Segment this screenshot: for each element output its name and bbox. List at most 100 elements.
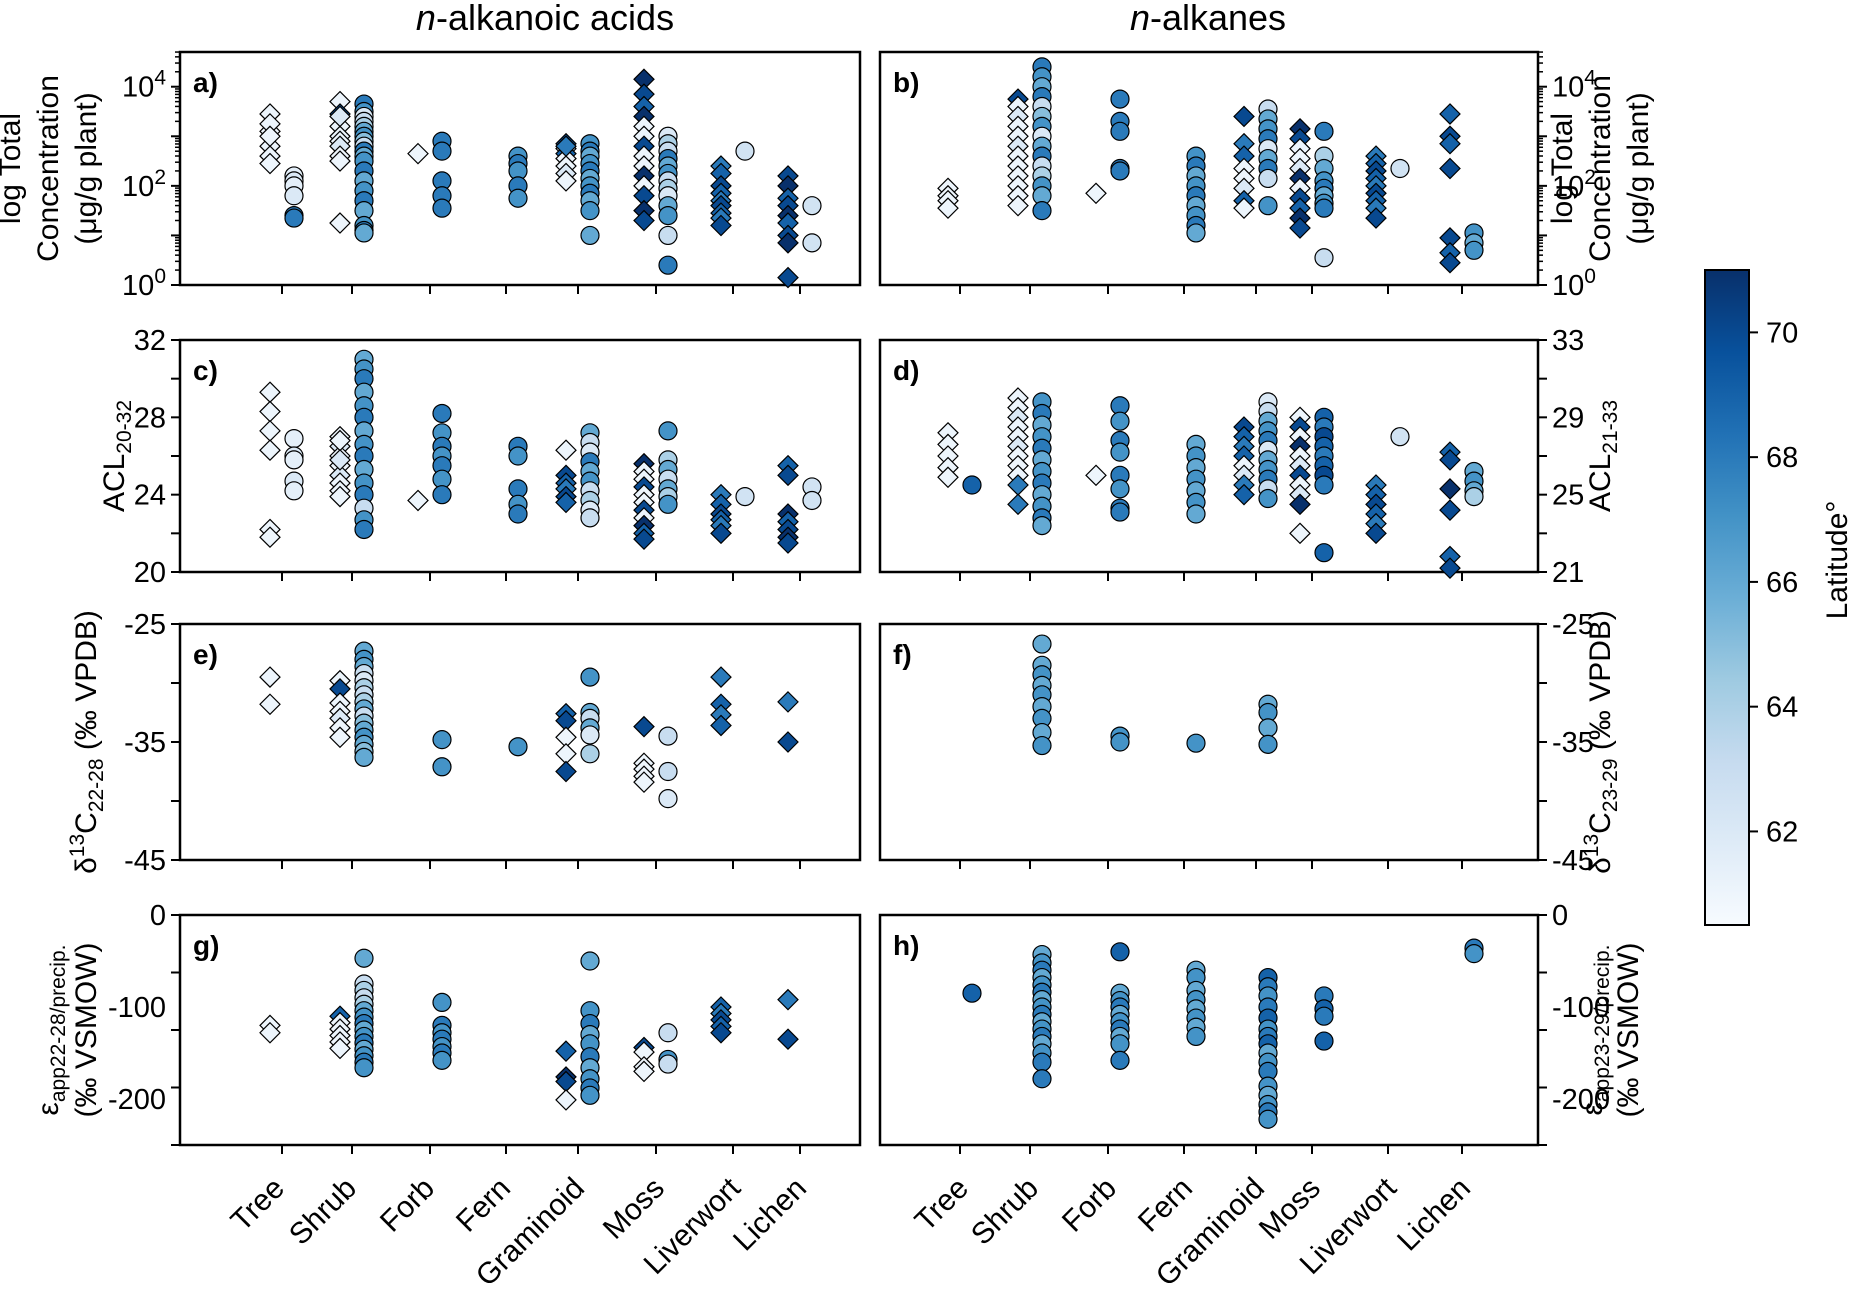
data-point-circle (432, 403, 452, 424)
y-tick-label: 29 (1552, 402, 1584, 434)
y-axis-label: ACL20-32 (98, 400, 136, 512)
data-point-diamond (1085, 182, 1107, 205)
x-category-label: Fern (1132, 1172, 1199, 1239)
y-axis-label: (μg/g plant) (1622, 92, 1655, 244)
y-tick-label: 21 (1552, 557, 1584, 589)
data-point-circle (802, 196, 822, 216)
data-point-diamond (555, 170, 577, 192)
y-tick-label: 0 (150, 900, 166, 932)
y-tick-label: 100 (122, 265, 166, 302)
x-category-label: Fern (450, 1172, 517, 1239)
data-point-circle (1464, 944, 1484, 964)
data-point-circle (1110, 479, 1130, 499)
data-point-circle (508, 188, 528, 208)
data-point-circle (658, 789, 678, 809)
data-point-diamond (1439, 103, 1461, 125)
y-tick-exponent: 2 (1584, 166, 1596, 189)
data-point-diamond (259, 693, 281, 716)
panel-label: c) (193, 355, 218, 386)
colorbar-tick-label: 62 (1766, 816, 1798, 848)
data-point-circle (432, 485, 452, 505)
y-tick-label: -45 (124, 845, 166, 877)
data-point-circle (658, 421, 678, 441)
x-category-label: Shrub (965, 1172, 1045, 1252)
y-tick-base: 10 (122, 171, 154, 203)
data-point-circle (1314, 1006, 1334, 1026)
data-point-circle (1258, 718, 1278, 738)
data-point-diamond (259, 439, 281, 462)
data-point-circle (1314, 1031, 1334, 1051)
data-point-circle (658, 1023, 678, 1043)
y-tick-label: -25 (124, 609, 166, 641)
panel-frame (878, 913, 1540, 1147)
data-point-circle (508, 446, 528, 466)
y-tick-label: 100 (1552, 265, 1596, 302)
colorbar-ticks: 62 64 66 68 70 (1749, 317, 1798, 848)
data-point-circle (658, 205, 678, 226)
data-point-circle (354, 223, 374, 243)
x-category-label: Tree (225, 1172, 291, 1238)
y-axis-label: εapp23-29/precip. (1576, 945, 1614, 1116)
data-point-circle (1110, 161, 1130, 181)
data-point-circle (354, 948, 374, 968)
y-tick-exponent: 4 (1584, 67, 1596, 90)
data-point-circle (284, 450, 304, 470)
data-point-circle (432, 992, 452, 1013)
data-point-circle (580, 744, 600, 764)
data-point-diamond (777, 232, 799, 254)
data-point-circle (1032, 735, 1052, 756)
data-point-diamond (633, 771, 655, 793)
data-point-circle (1110, 502, 1130, 522)
panel-f: -45 -35 -25 f) δ13C23-29 (‰ VPDB) (878, 609, 1622, 877)
data-point-circle (1314, 198, 1334, 218)
y-axis-label: Concentration (32, 75, 65, 262)
data-point-diamond (555, 1040, 577, 1063)
data-point-circle (1258, 168, 1278, 189)
panel-label: d) (893, 355, 919, 386)
data-point-circle (580, 725, 600, 745)
data-point-diamond (710, 214, 732, 237)
data-point-circle (1186, 504, 1206, 524)
y-axis-label: δ13C23-29 (‰ VPDB) (1580, 610, 1622, 874)
data-point-circle (1314, 121, 1334, 141)
y-tick-label: 24 (134, 480, 166, 512)
y-axis-label: (μg/g plant) (70, 92, 103, 244)
data-point-diamond (1439, 251, 1461, 274)
data-point-circle (354, 747, 374, 767)
data-point-circle (1314, 543, 1334, 563)
panel-label: h) (893, 930, 919, 961)
data-point-diamond (259, 420, 281, 442)
y-axis-label: Concentration (1584, 75, 1617, 262)
data-point-circle (1314, 248, 1334, 268)
y-tick-label: 20 (134, 557, 166, 589)
panel-e: -45 -35 -25 e) δ13C22-28 (‰ VPDB) (66, 609, 862, 877)
colorbar-tick-label: 66 (1766, 567, 1798, 599)
y-tick-base: 10 (1552, 72, 1584, 104)
data-point-circle (580, 508, 600, 528)
data-point-circle (1110, 89, 1130, 109)
data-point-circle (1186, 1026, 1206, 1047)
data-point-circle (354, 519, 374, 540)
y-axis-label: log Total (0, 113, 27, 224)
y-axis-label: log Total (1546, 113, 1579, 224)
data-point-diamond (555, 439, 577, 462)
data-point-circle (580, 951, 600, 971)
data-point-diamond (555, 491, 577, 514)
data-point-diamond (1365, 522, 1387, 545)
panel-frame (878, 622, 1540, 862)
panel-label: f) (893, 639, 912, 670)
data-point-diamond (633, 1060, 655, 1083)
data-point-circle (580, 667, 600, 687)
x-category-label: Forb (374, 1172, 441, 1239)
data-point-diamond (1007, 493, 1029, 516)
data-point-circle (658, 761, 678, 782)
y-tick-label: 33 (1552, 325, 1584, 357)
y-tick-exponent: 0 (1584, 265, 1596, 288)
y-axis-label-unit: (‰ VSMOW) (1612, 943, 1645, 1118)
data-point-diamond (1439, 478, 1461, 500)
data-point-circle (962, 983, 982, 1003)
y-tick-base: 10 (1552, 171, 1584, 203)
panel-g: -200 -100 0 g) εapp22-28/precip. (‰ VSMOW) (32, 900, 862, 1154)
x-category-label: Lichen (1391, 1172, 1477, 1258)
